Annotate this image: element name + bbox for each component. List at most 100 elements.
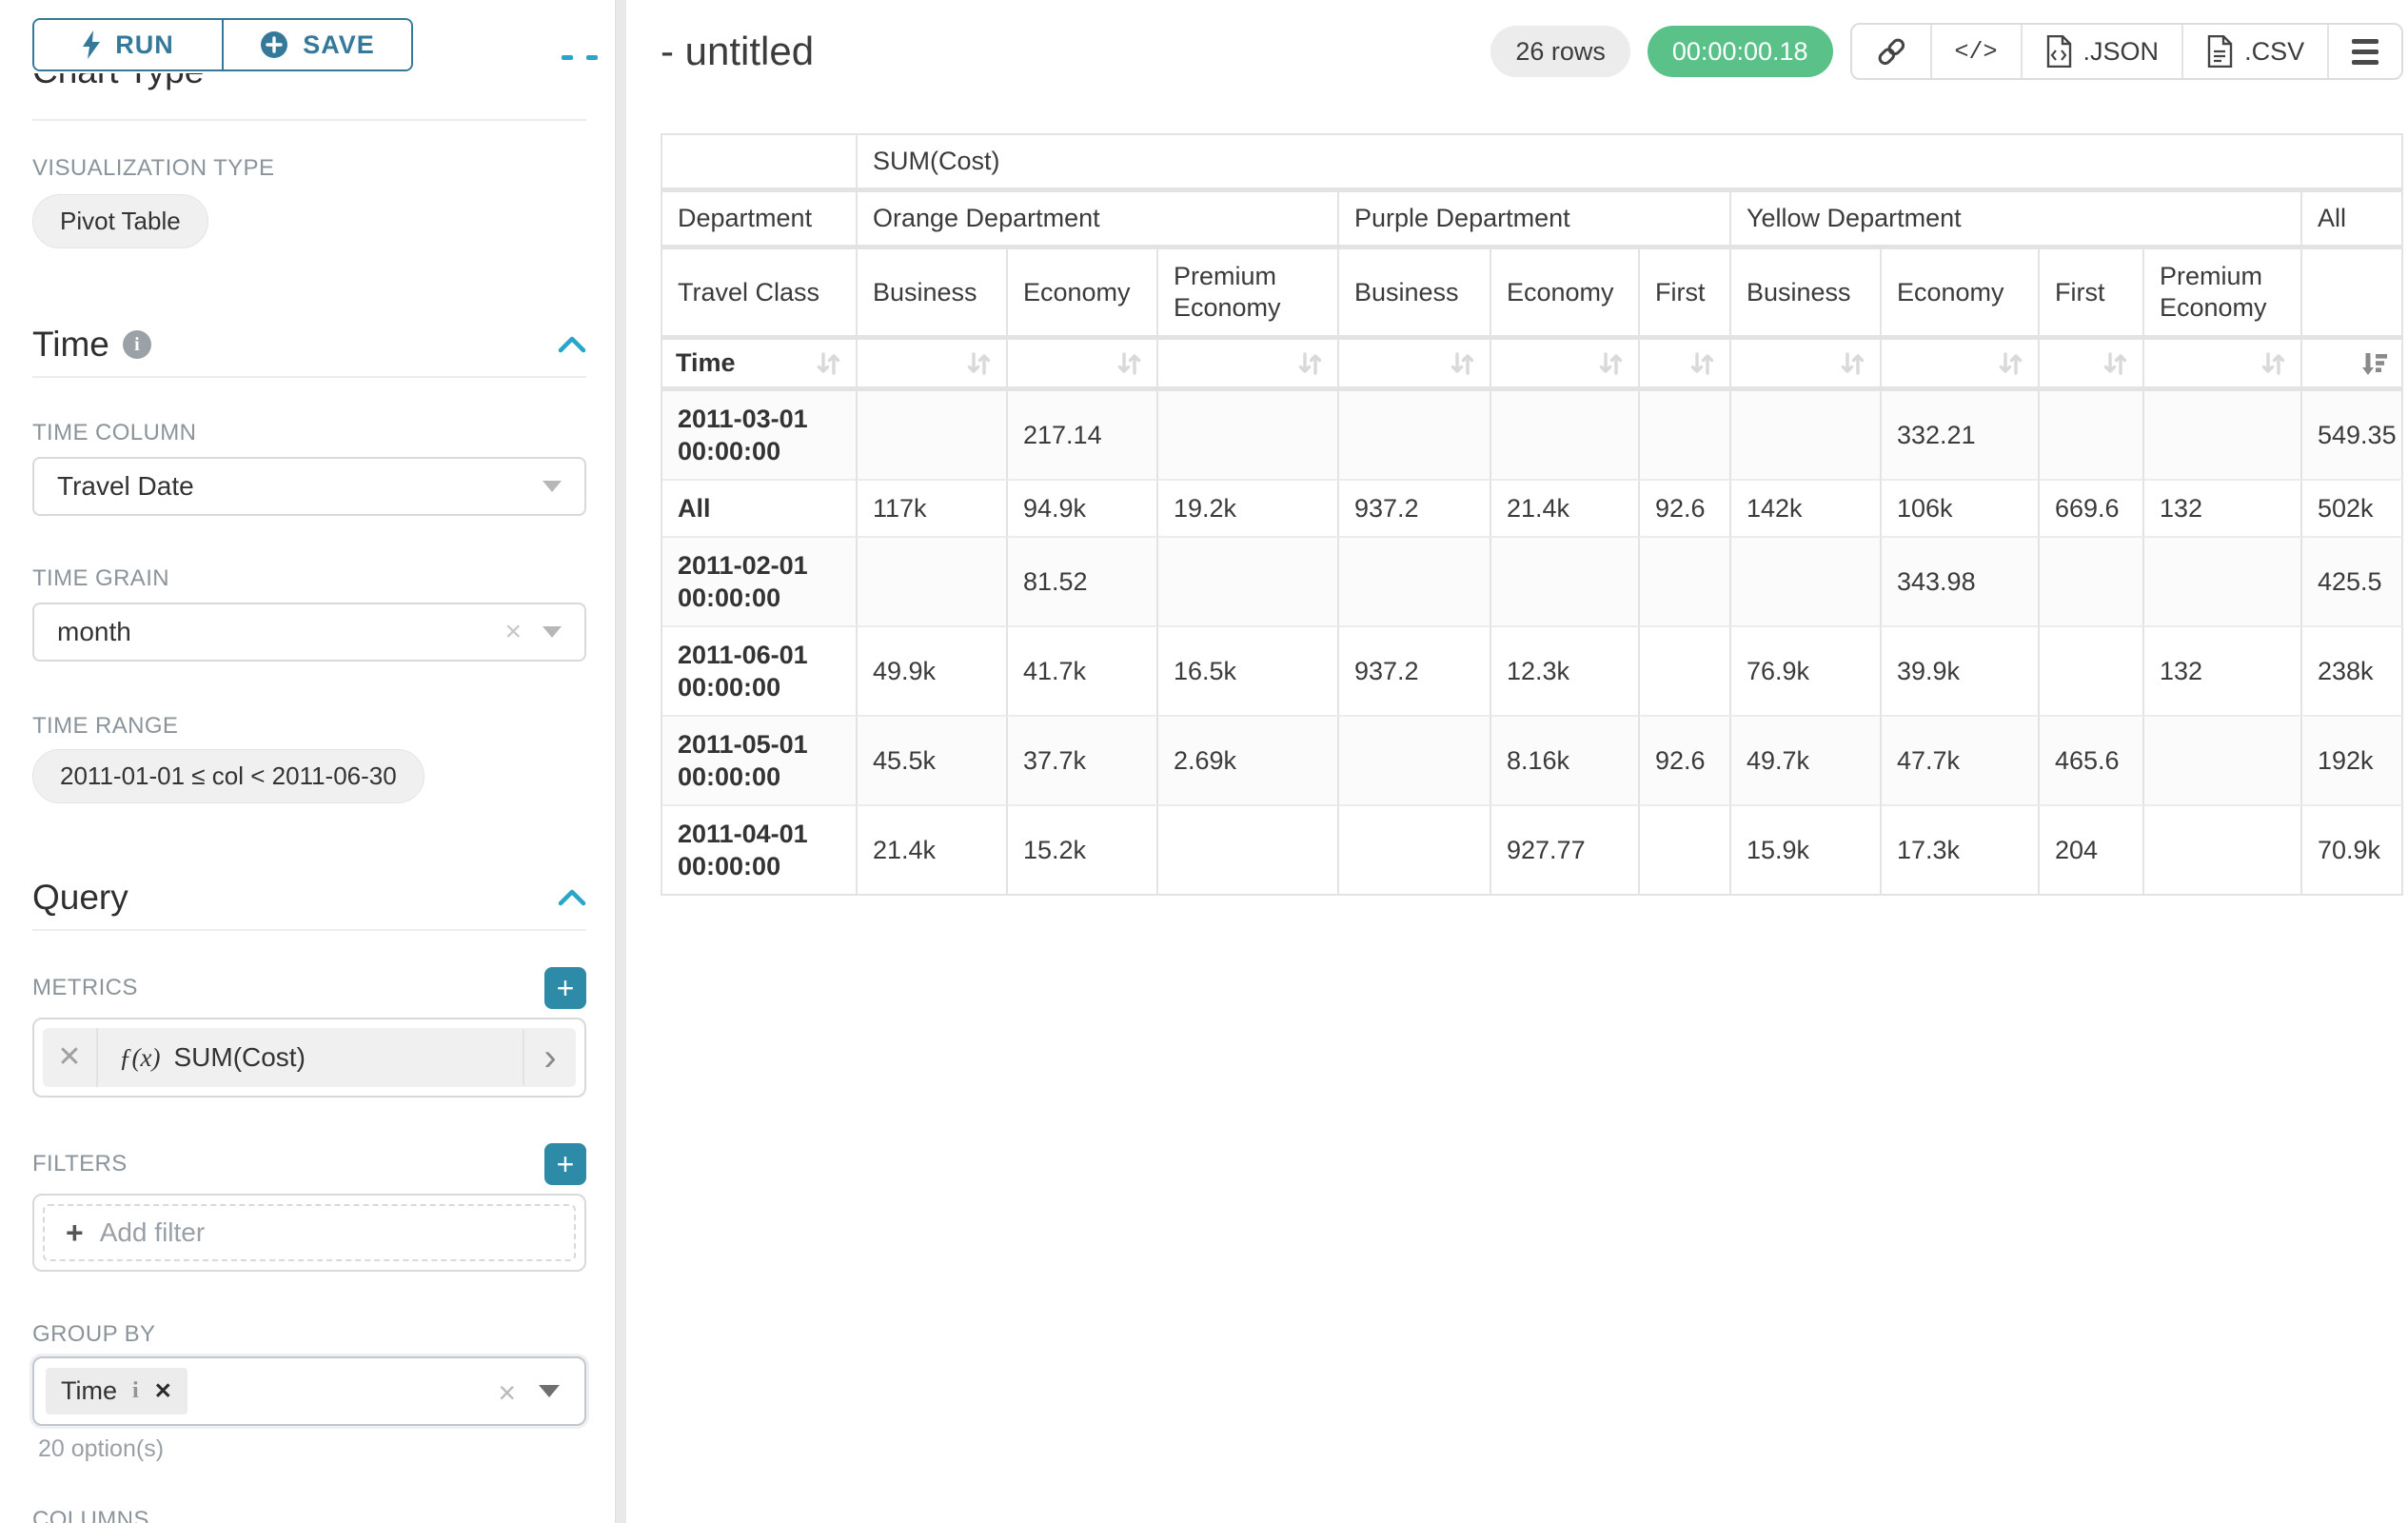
pivot-value-cell	[2040, 391, 2144, 481]
filters-field-row: FILTERS +	[32, 1143, 586, 1185]
chevron-down-icon[interactable]	[539, 1385, 560, 1397]
menu-button[interactable]	[2327, 25, 2402, 78]
pivot-value-cell	[1491, 538, 1640, 627]
query-timer-badge: 00:00:00.18	[1647, 26, 1833, 77]
sort-column-button[interactable]	[858, 340, 1008, 391]
pivot-value-cell: 132	[2144, 481, 2302, 538]
column-group-header: All	[2302, 192, 2404, 249]
table-row: 2011-05-01 00:00:00 45.5k 37.7k 2.69k 8.16k 9…	[662, 717, 2404, 806]
chevron-up-icon[interactable]	[558, 336, 586, 353]
sort-column-button[interactable]	[1158, 340, 1339, 391]
pivot-value-cell	[1640, 391, 1731, 481]
pivot-value-cell	[1731, 538, 1882, 627]
sort-column-button[interactable]	[1491, 340, 1640, 391]
export-csv-button[interactable]: .CSV	[2181, 25, 2328, 78]
view-query-button[interactable]: </>	[1929, 25, 2021, 78]
pivot-value-cell	[2040, 627, 2144, 717]
row-label-cell: 2011-06-01 00:00:00	[662, 627, 858, 717]
time-grain-label: TIME GRAIN	[32, 565, 170, 591]
divider	[32, 376, 586, 378]
pivot-value-cell	[1158, 538, 1339, 627]
column-header: Economy	[1008, 249, 1158, 340]
pivot-value-cell: 502k	[2302, 481, 2404, 538]
pivot-value-cell: 425.5	[2302, 538, 2404, 627]
pivot-value-cell: 16.5k	[1158, 627, 1339, 717]
chart-header: - untitled 26 rows 00:00:00.18 </> .JSON	[661, 23, 2404, 80]
pivot-table: SUM(Cost) Department Orange Department Purp…	[661, 133, 2404, 896]
pivot-value-cell: 106k	[1882, 481, 2040, 538]
run-button[interactable]: RUN	[34, 20, 222, 69]
remove-chip-icon[interactable]: ✕	[153, 1378, 172, 1403]
add-filter-button[interactable]: + Add filter	[43, 1204, 576, 1261]
pivot-value-cell: 19.2k	[1158, 481, 1339, 538]
add-metric-button[interactable]: +	[544, 967, 586, 1009]
chip-label: Time	[61, 1376, 117, 1405]
pivot-value-cell: 8.16k	[1491, 717, 1640, 806]
sort-column-button[interactable]	[2144, 340, 2302, 391]
sort-column-button[interactable]	[1731, 340, 1882, 391]
pivot-value-cell	[1640, 627, 1731, 717]
pivot-value-cell	[1640, 538, 1731, 627]
control-panel: RUN SAVE Chart Type VISUALIZATION TYPE P…	[0, 0, 615, 1523]
pivot-value-cell	[1158, 806, 1339, 896]
sort-column-button[interactable]	[2040, 340, 2144, 391]
chevron-right-icon[interactable]: ›	[523, 1030, 576, 1085]
clear-icon[interactable]: ×	[504, 616, 522, 647]
metric-header-cell: SUM(Cost)	[858, 135, 2404, 192]
pivot-value-cell	[1339, 391, 1491, 481]
table-row: 2011-06-01 00:00:00 49.9k 41.7k 16.5k 937.2 1…	[662, 627, 2404, 717]
pivot-value-cell: 41.7k	[1008, 627, 1158, 717]
filters-value-box: + Add filter	[32, 1194, 586, 1272]
time-column-select[interactable]: Travel Date	[32, 457, 586, 516]
plus-icon: +	[66, 1215, 84, 1250]
column-group-header: Yellow Department	[1731, 192, 2302, 249]
pivot-value-cell: 204	[2040, 806, 2144, 896]
share-link-button[interactable]	[1851, 25, 1930, 78]
file-text-icon	[2207, 35, 2233, 68]
add-filter-label: Add filter	[99, 1217, 206, 1247]
sort-column-button[interactable]	[1640, 340, 1731, 391]
pivot-value-cell	[1640, 806, 1731, 896]
sort-column-button[interactable]	[1008, 340, 1158, 391]
columns-label: COLUMNS	[32, 1507, 149, 1523]
pivot-value-cell: 92.6	[1640, 717, 1731, 806]
pivot-value-cell: 70.9k	[2302, 806, 2404, 896]
save-button-label: SAVE	[303, 30, 375, 59]
group-by-select[interactable]: Time i ✕ ×	[32, 1356, 586, 1426]
sort-column-button[interactable]	[1339, 340, 1491, 391]
sort-column-button[interactable]	[1882, 340, 2040, 391]
chart-title[interactable]: - untitled	[661, 29, 815, 73]
export-json-button[interactable]: .JSON	[2020, 25, 2182, 78]
chart-header-controls: 26 rows 00:00:00.18 </> .JSON .	[1490, 23, 2404, 80]
hamburger-icon	[2352, 38, 2379, 65]
chevron-up-icon[interactable]	[558, 889, 586, 906]
pivot-value-cell: 332.21	[1882, 391, 2040, 481]
panel-scrollbar[interactable]	[615, 0, 626, 1523]
save-button[interactable]: SAVE	[222, 20, 411, 69]
pivot-value-cell: 76.9k	[1731, 627, 1882, 717]
filters-label: FILTERS	[32, 1151, 128, 1177]
run-button-label: RUN	[115, 30, 174, 59]
time-column-value: Travel Date	[57, 471, 194, 501]
viz-type-chip[interactable]: Pivot Table	[32, 194, 208, 248]
link-icon	[1878, 38, 1905, 66]
group-by-chip-time: Time i ✕	[46, 1368, 188, 1414]
time-range-chip[interactable]: 2011-01-01 ≤ col < 2011-06-30	[32, 749, 424, 803]
remove-metric-icon[interactable]: ✕	[43, 1028, 98, 1087]
pivot-value-cell	[858, 538, 1008, 627]
table-row: 2011-02-01 00:00:00 81.52 343.98 425.5	[662, 538, 2404, 627]
chevron-down-icon	[543, 481, 562, 492]
pivot-value-cell: 21.4k	[1491, 481, 1640, 538]
export-csv-label: .CSV	[2244, 36, 2305, 66]
column-header: First	[2040, 249, 2144, 340]
time-grain-select[interactable]: month ×	[32, 603, 586, 662]
metric-pill[interactable]: ✕ ƒ(x) SUM(Cost) ›	[43, 1028, 576, 1087]
add-filter-plus-button[interactable]: +	[544, 1143, 586, 1185]
divider	[32, 119, 586, 121]
sort-column-button-active[interactable]	[2302, 340, 2404, 391]
export-button-group: </> .JSON .CSV	[1849, 23, 2404, 80]
clear-icon[interactable]: ×	[498, 1375, 516, 1410]
pivot-value-cell: 549.35	[2302, 391, 2404, 481]
sort-row-label-cell[interactable]: Time	[662, 340, 858, 391]
